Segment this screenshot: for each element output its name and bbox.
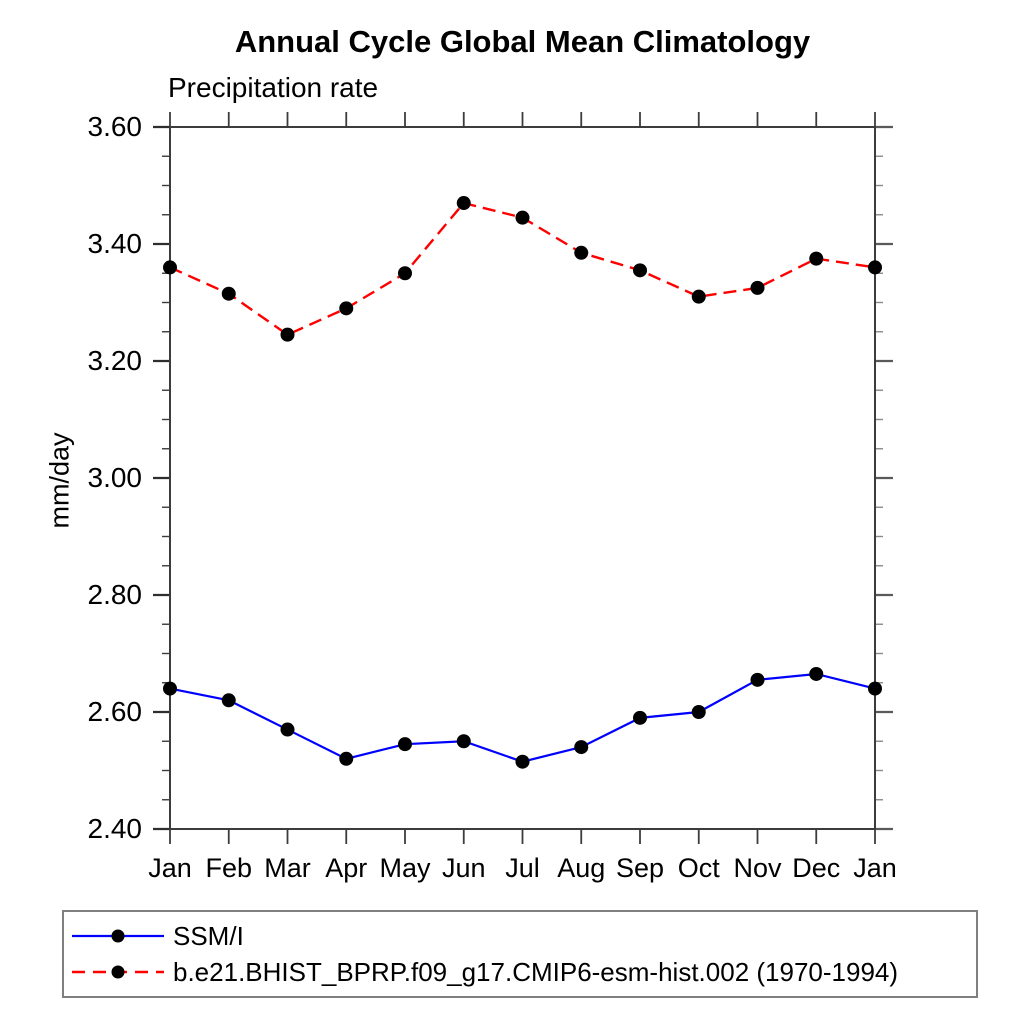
data-point [456, 734, 471, 749]
data-point [868, 260, 882, 275]
legend-label-model: b.e21.BHIST_BPRP.f09_g17.CMIP6-esm-hist.… [173, 956, 899, 987]
y-tick-label: 2.80 [88, 579, 143, 610]
x-tick-label: Jan [148, 853, 192, 883]
data-point [691, 705, 706, 719]
data-point [339, 751, 354, 766]
data-point [574, 245, 589, 260]
chart-subtitle: Precipitation rate [168, 72, 379, 103]
plot-frame [169, 126, 876, 830]
y-tick-label: 2.40 [88, 813, 143, 844]
data-point [691, 289, 706, 304]
data-point [221, 286, 236, 301]
data-point [868, 681, 882, 696]
x-tick-label: May [379, 853, 431, 883]
y-tick-label: 3.00 [88, 462, 143, 493]
x-tick-label: Jun [442, 853, 486, 883]
legend-label-ssmi: SSM/I [173, 920, 244, 951]
data-point [633, 263, 647, 278]
legend-marker-dot [111, 929, 125, 943]
data-point [221, 693, 236, 708]
data-point [809, 666, 824, 681]
legend-solid-line-sample [72, 929, 164, 943]
series-line-0 [169, 672, 876, 763]
data-point [750, 672, 765, 687]
data-point [515, 210, 530, 225]
x-tick-label: Jan [853, 853, 897, 883]
x-tick-label: Mar [264, 853, 311, 883]
data-point [339, 301, 354, 316]
data-point [398, 266, 412, 281]
x-tick-label: Aug [557, 853, 605, 883]
data-point [280, 327, 295, 342]
y-tick-label: 3.40 [88, 228, 143, 259]
x-tick-label: Sep [616, 853, 664, 883]
data-point [633, 710, 647, 725]
x-tick-label: Nov [733, 853, 782, 883]
legend-item-ssmi: SSM/I [64, 918, 976, 954]
x-tick-label: Dec [792, 853, 840, 883]
y-tick-label: 3.20 [88, 345, 143, 376]
data-point [398, 737, 412, 752]
legend-box: SSM/I b.e21.BHIST_BPRP.f09_g17.CMIP6-esm… [62, 910, 978, 998]
data-point [163, 260, 177, 275]
data-point [456, 196, 471, 211]
chart-title: Annual Cycle Global Mean Climatology [234, 24, 811, 59]
x-tick-label: Jul [505, 853, 540, 883]
x-tick-label: Feb [205, 853, 252, 883]
y-tick-label: 2.60 [88, 696, 143, 727]
x-tick-label: Oct [678, 853, 721, 883]
data-point [280, 722, 295, 737]
legend-item-model: b.e21.BHIST_BPRP.f09_g17.CMIP6-esm-hist.… [64, 954, 976, 990]
y-tick-label: 3.60 [88, 111, 143, 142]
legend-dashed-line-sample [72, 965, 164, 979]
legend-marker-dot [111, 965, 125, 979]
data-point [809, 251, 824, 266]
x-tick-label: Apr [325, 853, 367, 883]
data-point [163, 681, 177, 696]
data-point [750, 280, 765, 295]
data-point [515, 754, 530, 769]
data-point [574, 740, 589, 755]
